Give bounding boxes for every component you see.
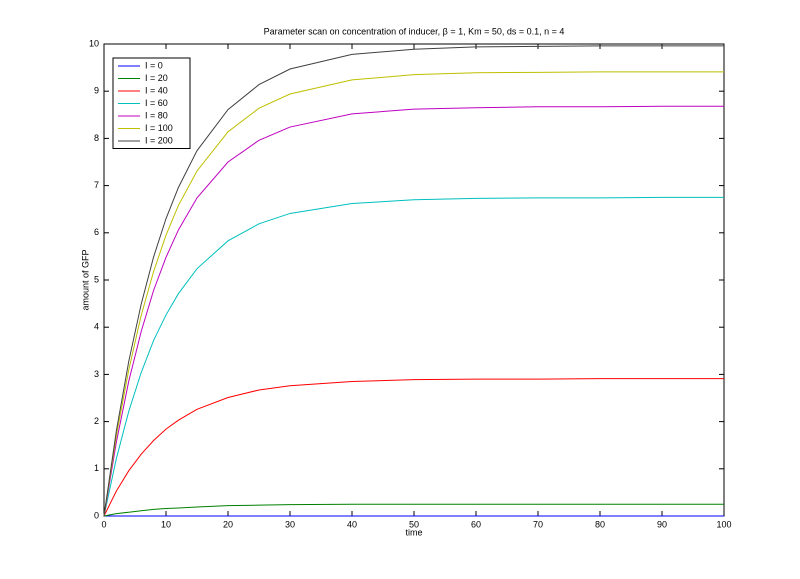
series-line [103,71,724,517]
y-tick-label: 4 [94,322,99,332]
x-tick-label: 100 [716,519,731,529]
series-line [103,196,724,517]
x-tick-label: 40 [347,519,357,529]
y-tick-label: 0 [94,510,99,520]
legend-label: I = 60 [145,98,168,108]
y-tick-label: 10 [89,38,99,48]
series-line [103,105,724,517]
legend-label: I = 40 [145,85,168,95]
legend-label: I = 20 [145,73,168,83]
series-line [103,503,724,517]
y-tick-label: 8 [94,133,99,143]
legend-label: I = 80 [145,110,168,120]
plot-area [103,43,725,517]
y-tick-label: 5 [94,274,99,284]
x-tick-label: 60 [471,519,481,529]
y-tick-label: 9 [94,86,99,96]
y-tick-label: 3 [94,369,99,379]
chart-title: Parameter scan on concentration of induc… [264,26,565,36]
x-tick-label: 90 [657,519,667,529]
y-tick-label: 1 [94,463,99,473]
legend-label: I = 200 [145,135,173,145]
x-tick-label: 80 [595,519,605,529]
x-tick-label: 10 [161,519,171,529]
legend-label: I = 100 [145,123,173,133]
x-tick-label: 20 [223,519,233,529]
x-tick-label: 0 [101,519,106,529]
y-axis-label: amount of GFP [80,249,90,310]
series-line [103,378,724,517]
y-tick-label: 6 [94,227,99,237]
y-tick-label: 7 [94,180,99,190]
legend-label: I = 0 [145,60,163,70]
x-tick-label: 50 [409,519,419,529]
series-line [103,45,724,517]
x-tick-label: 70 [533,519,543,529]
y-tick-label: 2 [94,416,99,426]
x-tick-label: 30 [285,519,295,529]
x-axis-label: time [405,527,422,537]
